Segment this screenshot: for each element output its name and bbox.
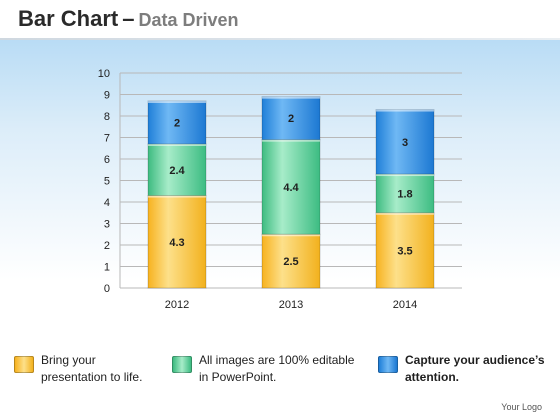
legend: Bring your presentation to life. All ima…: [0, 348, 560, 398]
header: Bar Chart – Data Driven: [0, 0, 560, 40]
bar-segment: [375, 173, 435, 214]
y-axis: 0 1 2 3 4 5 6 7 8 9 10: [98, 68, 110, 295]
y-tick-label: 2: [104, 240, 110, 252]
y-tick-label: 5: [104, 176, 110, 188]
bar-segment-edge: [148, 100, 206, 103]
data-label: 2.4: [169, 165, 185, 177]
y-tick-label: 9: [104, 90, 110, 102]
bar-segment: [261, 233, 321, 289]
x-tick-label: 2013: [279, 299, 303, 311]
blue-square-icon: [378, 356, 398, 373]
green-square-icon: [172, 356, 192, 373]
legend-item-2: All images are 100% editable in PowerPoi…: [172, 348, 372, 392]
data-label: 2: [174, 117, 180, 129]
legend-text-1: Bring your presentation to life.: [41, 353, 143, 384]
data-label: 2.5: [283, 256, 298, 268]
bar-segment-edge: [148, 143, 206, 146]
data-label: 1.8: [397, 188, 412, 200]
y-tick-label: 0: [104, 283, 110, 295]
bar-segment: [261, 96, 321, 141]
bar-segment-edge: [376, 212, 434, 215]
y-tick-label: 10: [98, 68, 110, 80]
bar-segment-edge: [148, 195, 206, 198]
page-title: Bar Chart – Data Driven: [18, 6, 239, 32]
x-tick-label: 2014: [393, 299, 417, 311]
data-label: 4.4: [283, 182, 299, 194]
legend-text-2: All images are 100% editable in PowerPoi…: [199, 353, 355, 384]
title-separator: –: [122, 6, 135, 31]
bar-segment-edge: [262, 139, 320, 142]
footer-logo-text: Your Logo: [501, 402, 542, 412]
legend-text-3: Capture your audience’s attention.: [405, 353, 545, 384]
data-label: 4.3: [169, 237, 184, 249]
bar-segment-edge: [376, 109, 434, 112]
data-label: 3: [402, 137, 408, 149]
bar-segment: [375, 212, 435, 289]
bars: 4.3 2.4 2 2.5 4.4 2 3.5 1.8 3: [147, 96, 435, 289]
data-label: 2: [288, 113, 294, 125]
data-label: 3.5: [397, 245, 412, 257]
x-tick-label: 2012: [165, 299, 189, 311]
bar-segment: [147, 195, 207, 289]
header-divider: [0, 38, 560, 40]
bar-segment-edge: [262, 96, 320, 99]
bar-segment: [375, 109, 435, 175]
title-main: Bar Chart: [18, 6, 119, 31]
bar-segment-edge: [262, 234, 320, 237]
title-subtitle: Data Driven: [138, 10, 239, 30]
y-tick-label: 6: [104, 154, 110, 166]
y-tick-label: 3: [104, 219, 110, 231]
yellow-square-icon: [14, 356, 34, 373]
bar-segment: [147, 143, 207, 197]
y-tick-label: 8: [104, 111, 110, 123]
legend-item-1: Bring your presentation to life.: [14, 348, 164, 392]
bar-segment-edge: [376, 174, 434, 177]
y-tick-label: 4: [104, 197, 110, 209]
x-axis: 2012 2013 2014: [165, 299, 417, 311]
legend-item-3: Capture your audience’s attention.: [378, 348, 553, 392]
y-tick-label: 1: [104, 262, 110, 274]
y-tick-label: 7: [104, 133, 110, 145]
